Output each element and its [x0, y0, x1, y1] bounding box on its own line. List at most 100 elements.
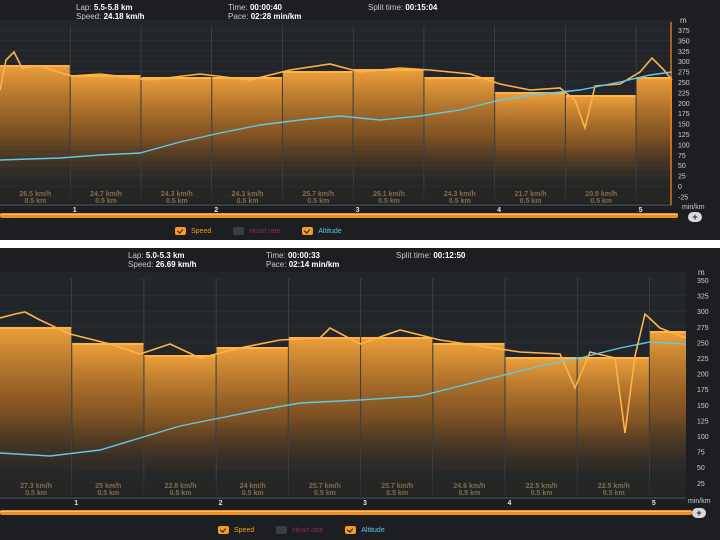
pace-label: Pace: [228, 12, 249, 21]
speed-bar [282, 72, 353, 186]
altitude-unit: m [698, 268, 705, 277]
speed-bar [424, 78, 495, 186]
time-label: Time: [228, 3, 248, 12]
km-marker-label: 4 [497, 207, 501, 214]
zoom-button[interactable]: + [692, 508, 706, 518]
speed-bar [565, 96, 636, 186]
pace-unit: min/km [688, 498, 711, 505]
speed-checkbox[interactable] [218, 526, 229, 534]
speed-legend-label: Speed [234, 526, 255, 534]
altitude-checkbox[interactable] [302, 227, 314, 235]
y-tick-label: 250 [678, 80, 690, 87]
split-value: 00:15:04 [405, 3, 438, 12]
altitude-checkbox[interactable] [345, 526, 357, 534]
speed-label: Speed: [128, 260, 154, 269]
km-marker-label: 1 [73, 207, 77, 214]
split-label: Split time: [396, 251, 432, 260]
y-tick-label: 150 [697, 403, 709, 410]
heart-rate-checkbox[interactable] [276, 526, 288, 534]
y-tick-label: 225 [697, 356, 709, 363]
lap-chart[interactable]: 3503253002752502252001751501251007550252… [0, 248, 720, 520]
timeline-slider-highlight [0, 214, 678, 215]
y-tick-label: 125 [678, 132, 690, 139]
timeline-slider [0, 213, 678, 218]
speed-bar [505, 358, 577, 478]
lap-chart[interactable]: 3753503253002752502252001751501251007550… [0, 0, 720, 224]
km-marker-label: 2 [219, 500, 223, 507]
time-label: Time: [266, 251, 286, 260]
y-tick-label: 350 [678, 38, 690, 45]
speed-label: Speed: [76, 12, 102, 21]
km-marker-label: 3 [363, 500, 367, 507]
zoom-button[interactable]: + [688, 212, 702, 222]
time-value: 00:00:33 [287, 251, 320, 260]
speed-bar [72, 344, 144, 478]
speed-bar [361, 338, 433, 478]
label-band [0, 186, 672, 203]
y-tick-label: 75 [678, 153, 686, 160]
y-tick-label: 100 [697, 434, 709, 441]
y-tick-label: 200 [678, 101, 690, 108]
km-marker-label: 5 [639, 207, 643, 214]
y-tick-label: 275 [697, 325, 709, 332]
y-tick-label: 300 [678, 59, 690, 66]
heart-rate-legend-label: Heart rate [249, 227, 281, 235]
speed-checkbox[interactable] [175, 227, 186, 235]
chart-panel-bottom: Lap: 5.0-5.3 km Speed: 26.69 km/h Time: … [0, 248, 720, 540]
y-tick-label: 350 [697, 278, 709, 285]
y-tick-label: 50 [697, 465, 705, 472]
lap-label: Lap: [128, 251, 144, 260]
y-tick-label: 325 [697, 294, 709, 301]
split-label: Split time: [368, 3, 404, 12]
speed-bar [0, 328, 72, 478]
altitude-legend-label: Altitude [361, 526, 385, 534]
speed-bar [288, 338, 361, 478]
y-tick-label: 175 [697, 387, 709, 394]
y-tick-label: 125 [697, 418, 709, 425]
speed-bar [70, 76, 141, 186]
km-marker-label: 5 [652, 500, 656, 507]
speed-bar [0, 66, 70, 186]
speed-bar [636, 78, 672, 186]
altitude-line [0, 341, 687, 457]
pace-value: 02:28 min/km [250, 12, 302, 21]
y-tick-label: 375 [678, 28, 690, 35]
y-tick-label: 25 [678, 174, 686, 181]
speed-bar [577, 358, 649, 478]
y-tick-label: 325 [678, 49, 690, 56]
y-tick-label: 0 [678, 184, 682, 191]
chart-legend: Speed Heart rate Altitude [175, 227, 360, 235]
speed-value: 24.18 km/h [103, 12, 145, 21]
y-tick-label: 250 [697, 340, 709, 347]
heart-rate-checkbox[interactable] [233, 227, 245, 235]
y-tick-label: -25 [678, 194, 688, 201]
lap-label: Lap: [76, 3, 92, 12]
lap-value: 5.0-5.3 km [145, 251, 185, 260]
y-tick-label: 200 [697, 372, 709, 379]
y-tick-label: 25 [697, 481, 705, 488]
timeline-slider-highlight [0, 511, 692, 512]
chart-panel-top: Lap: 5.5-5.8 km Speed: 24.18 km/h Time: … [0, 0, 720, 240]
altitude-line [0, 71, 673, 161]
heart-rate-legend-label: Heart rate [292, 526, 324, 534]
altitude-legend-label: Altitude [318, 227, 342, 235]
speed-bar [433, 344, 505, 478]
y-tick-label: 225 [678, 90, 690, 97]
y-tick-label: 300 [697, 309, 709, 316]
speed-value: 26.69 km/h [155, 260, 197, 269]
speed-bar [495, 93, 565, 186]
km-marker-label: 1 [74, 500, 78, 507]
km-marker-label: 2 [214, 207, 218, 214]
speed-bar [216, 348, 288, 478]
y-tick-label: 275 [678, 70, 690, 77]
label-band [0, 478, 686, 496]
y-tick-label: 50 [678, 163, 686, 170]
speed-legend-label: Speed [191, 227, 212, 235]
timeline-slider [0, 510, 692, 515]
km-marker-label: 4 [507, 500, 511, 507]
speed-bar [144, 356, 216, 478]
speed-bar [353, 70, 424, 186]
speed-bar [649, 332, 686, 478]
y-tick-label: 75 [697, 450, 705, 457]
lap-value: 5.5-5.8 km [93, 3, 133, 12]
